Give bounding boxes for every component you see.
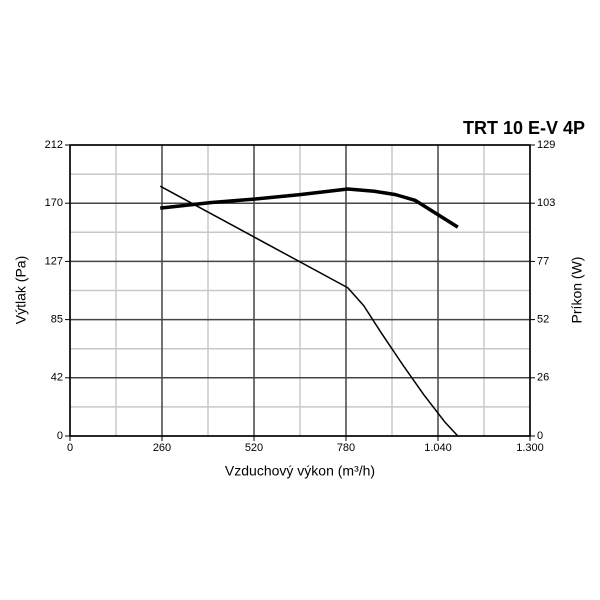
line [159, 185, 459, 437]
y-tick-label: 212 [45, 139, 63, 151]
y2-tick-label: 0 [537, 430, 543, 442]
x-tick-label: 520 [245, 442, 263, 454]
x-axis-label: Vzduchový výkon (m³/h) [225, 463, 375, 479]
y-tick-label: 170 [45, 197, 63, 209]
y2-tick-label: 103 [537, 197, 555, 209]
y2-tick-label: 52 [537, 314, 549, 326]
y2-tick-label: 77 [537, 255, 549, 267]
x-tick-label: 1.040 [424, 442, 452, 454]
x-tick-label: 1.300 [516, 442, 544, 454]
y2-tick-label: 129 [537, 139, 555, 151]
chart-title: TRT 10 E-V 4P [463, 118, 585, 138]
line [160, 187, 459, 229]
x-tick-label: 0 [67, 442, 73, 454]
y-tick-label: 42 [51, 372, 63, 384]
y-axis-label: Výtlak (Pa) [13, 256, 29, 324]
y2-tick-label: 26 [537, 372, 549, 384]
plot-frame [69, 144, 531, 437]
x-tick-label: 780 [337, 442, 355, 454]
y-tick-label: 0 [57, 430, 63, 442]
y2-axis-label: Príkon (W) [569, 257, 585, 324]
y-tick-label: 127 [45, 255, 63, 267]
y-tick-label: 85 [51, 314, 63, 326]
x-tick-label: 260 [153, 442, 171, 454]
